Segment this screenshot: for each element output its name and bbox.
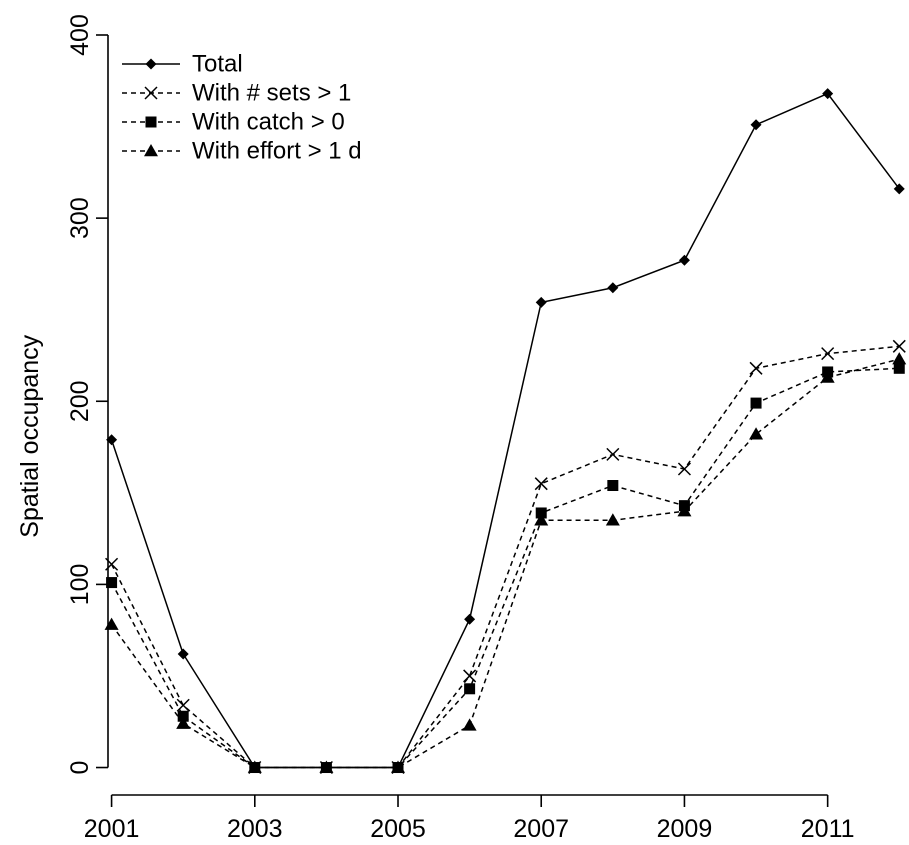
series-1 (106, 88, 905, 774)
cross-point (677, 462, 691, 476)
cross-point (892, 339, 906, 353)
x-tick-label: 2007 (513, 815, 569, 843)
legend-marker (144, 86, 158, 100)
diamond-point (177, 648, 189, 660)
square-point (750, 397, 762, 409)
axes: 2001 2003 2005 2007 2009 2011 0 100 200 300 400 Spa… (16, 14, 855, 843)
series-4 (104, 352, 907, 773)
diamond-point (106, 434, 118, 446)
series-3 (106, 362, 905, 774)
cross-point (821, 347, 835, 361)
triangle-point (534, 513, 549, 526)
x-tick-label: 2005 (370, 815, 426, 843)
cross-point (749, 361, 763, 375)
x-tick-label: 2009 (657, 815, 713, 843)
legend-label: With effort > 1 d (192, 138, 362, 165)
y-tick-label: 200 (66, 380, 94, 422)
y-tick-label: 100 (66, 564, 94, 606)
legend-label: With catch > 0 (192, 109, 345, 136)
x-tick-label: 2011 (801, 815, 855, 843)
cross-point (606, 447, 620, 461)
diamond-point (822, 88, 834, 100)
legend-marker (145, 116, 157, 128)
y-axis-title: Spatial occupancy (16, 334, 44, 537)
cross-point (105, 557, 119, 571)
square-point (893, 362, 905, 374)
legend-item: With catch > 0 (122, 109, 345, 136)
legend-marker (144, 144, 158, 157)
diamond-point (464, 613, 476, 625)
triangle-point (892, 352, 907, 365)
y-tick-label: 0 (66, 761, 94, 775)
triangle-point (820, 370, 835, 383)
triangle-point (677, 504, 692, 517)
series-line (110, 367, 900, 769)
triangle-point (104, 617, 119, 630)
series-line (110, 345, 900, 769)
diamond-point (750, 119, 762, 131)
y-tick-label: 400 (66, 14, 94, 56)
y-tick-label: 300 (66, 197, 94, 239)
square-point (177, 710, 189, 722)
cross-point (534, 477, 548, 491)
square-point (464, 683, 476, 695)
square-point (607, 480, 619, 492)
cross-point (176, 698, 190, 712)
series-2 (105, 339, 906, 775)
legend-label: With # sets > 1 (192, 80, 351, 107)
legend-marker (145, 58, 157, 70)
square-point (106, 577, 118, 589)
legend-label: Total (192, 51, 243, 78)
diamond-point (607, 282, 619, 294)
triangle-point (462, 718, 477, 731)
x-tick-label: 2001 (84, 815, 140, 843)
triangle-point (176, 716, 191, 729)
legend-item: With # sets > 1 (122, 80, 351, 107)
x-tick-label: 2003 (227, 815, 283, 843)
triangle-point (391, 760, 406, 773)
legend-item: Total (122, 51, 243, 78)
series-layer (104, 88, 907, 775)
triangle-point (247, 760, 262, 773)
diamond-point (535, 296, 547, 308)
diamond-point (893, 183, 905, 195)
diamond-point (678, 254, 690, 266)
legend-item: With effort > 1 d (122, 138, 362, 165)
triangle-point (319, 760, 334, 773)
square-point (535, 507, 547, 519)
series-line (110, 92, 900, 769)
triangle-point (605, 513, 620, 526)
triangle-point (749, 427, 764, 440)
series-line (110, 358, 900, 769)
